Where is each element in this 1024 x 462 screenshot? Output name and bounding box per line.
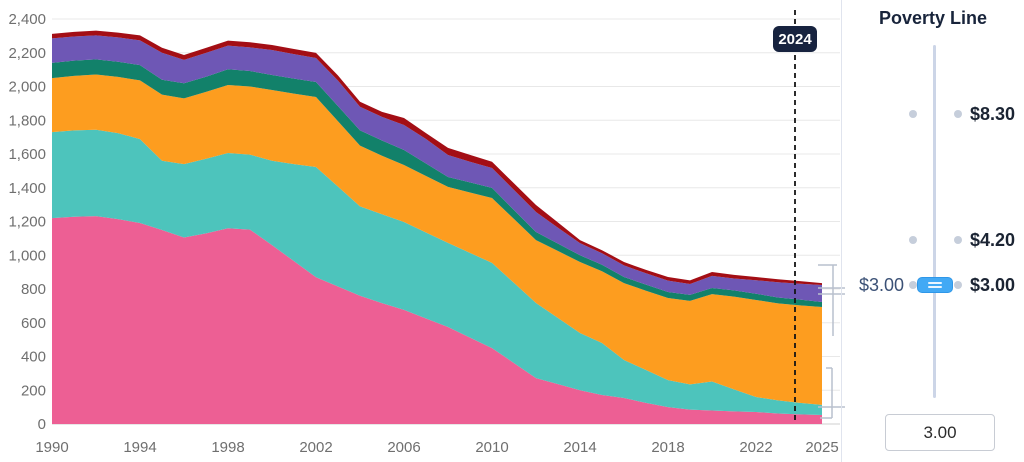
area-series-orange[interactable] bbox=[52, 74, 822, 405]
x-axis-tick-label: 2006 bbox=[387, 439, 420, 456]
x-axis-tick-label: 2010 bbox=[475, 439, 508, 456]
panel-title: Poverty Line bbox=[878, 8, 988, 28]
area-series-pink[interactable] bbox=[52, 216, 822, 424]
y-axis-tick-label: 600 bbox=[21, 315, 46, 332]
handle-grip-icon bbox=[928, 282, 942, 284]
x-axis-tick-label: 1998 bbox=[211, 439, 244, 456]
x-axis-tick-label: 2022 bbox=[739, 439, 772, 456]
x-axis-tick-label: 2002 bbox=[299, 439, 332, 456]
slider-tick-dot-left[interactable] bbox=[909, 110, 917, 118]
y-axis-tick-label: 200 bbox=[21, 382, 46, 399]
area-series-purple[interactable] bbox=[52, 35, 822, 302]
edge-bracket bbox=[818, 367, 846, 419]
slider-tick-dot-right[interactable] bbox=[954, 110, 962, 118]
y-axis-tick-label: 1,600 bbox=[8, 146, 46, 163]
slider-tick-label-420[interactable]: $4.20 bbox=[970, 230, 1016, 250]
edge-bracket bbox=[818, 264, 846, 336]
y-axis-tick-label: 0 bbox=[38, 416, 46, 433]
area-series-teal[interactable] bbox=[52, 129, 822, 416]
handle-grip-icon bbox=[928, 286, 942, 288]
y-axis-tick-label: 800 bbox=[21, 281, 46, 298]
stacked-area-chart: 0 200 400 600 800 1,000 1,200 1,400 1,600 1,800 2,… bbox=[8, 10, 846, 456]
slider-handle[interactable] bbox=[917, 277, 953, 293]
y-axis-tick-label: 2,400 bbox=[8, 11, 46, 28]
x-axis-tick-label: 2025 bbox=[805, 439, 838, 456]
x-axis-tick-label: 1990 bbox=[35, 439, 68, 456]
y-axis-tick-label: 1,800 bbox=[8, 112, 46, 129]
x-axis-tick-label: 2018 bbox=[651, 439, 684, 456]
y-axis-tick-label: 1,400 bbox=[8, 180, 46, 197]
x-axis-tick-label: 1994 bbox=[123, 439, 156, 456]
y-axis-tick-label: 1,200 bbox=[8, 214, 46, 231]
slider-tick-dot-right[interactable] bbox=[954, 236, 962, 244]
poverty-line-value-input[interactable] bbox=[885, 414, 995, 451]
current-year-badge bbox=[773, 26, 817, 52]
slider-tick-dot-left[interactable] bbox=[909, 281, 917, 289]
poverty-line-panel: Poverty Line $8.30 $4.20 $3.00 $3.00 bbox=[841, 0, 1024, 462]
slider-current-value-label: $3.00 bbox=[858, 275, 904, 295]
slider-tick-dot-left[interactable] bbox=[909, 236, 917, 244]
current-year-badge-label: 2024 bbox=[778, 31, 812, 48]
y-axis-tick-label: 400 bbox=[21, 349, 46, 366]
y-axis-tick-label: 2,200 bbox=[8, 45, 46, 62]
y-axis-tick-label: 2,000 bbox=[8, 79, 46, 96]
slider-track[interactable] bbox=[933, 45, 936, 398]
x-axis-tick-label: 2014 bbox=[563, 439, 596, 456]
y-axis-tick-label: 1,000 bbox=[8, 247, 46, 264]
slider-tick-dot-right[interactable] bbox=[954, 281, 962, 289]
slider-tick-label-830[interactable]: $8.30 bbox=[970, 104, 1016, 124]
slider-tick-label-300[interactable]: $3.00 bbox=[970, 275, 1016, 295]
